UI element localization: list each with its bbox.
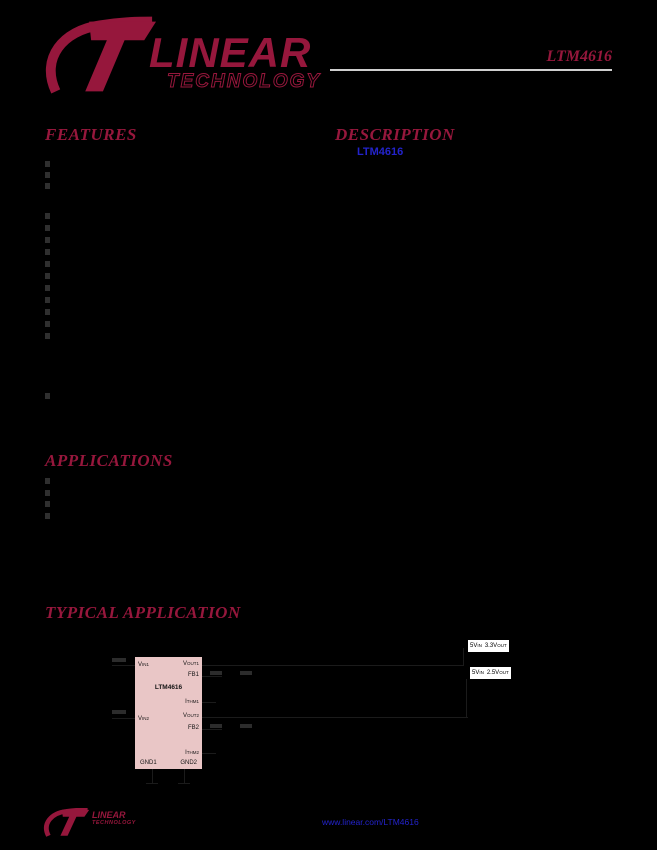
bullet-icon bbox=[45, 321, 50, 327]
bullet-icon bbox=[45, 285, 50, 291]
bullet-icon bbox=[45, 501, 50, 507]
pin-vout1: VOUT1 bbox=[182, 661, 199, 667]
bullet-icon bbox=[45, 161, 50, 167]
bullet-icon bbox=[45, 513, 50, 519]
pin-gnd2: GND2 bbox=[180, 760, 197, 766]
wire bbox=[178, 783, 190, 784]
typical-application-heading: TYPICAL APPLICATION bbox=[45, 603, 241, 622]
lt-logo-icon bbox=[40, 16, 158, 103]
wire bbox=[184, 769, 185, 783]
component-mark bbox=[240, 724, 252, 728]
pin-gnd1: GND1 bbox=[140, 760, 157, 766]
output-callout-1: 5VIN 3.3VOUT bbox=[468, 640, 509, 652]
pin-vin1: VIN1 bbox=[138, 662, 150, 668]
wire bbox=[112, 665, 135, 666]
bullet-icon bbox=[45, 273, 50, 279]
pin-vin2: VIN2 bbox=[138, 716, 150, 722]
header-rule bbox=[330, 69, 612, 71]
description-heading: DESCRIPTION bbox=[335, 125, 455, 144]
bullet-icon bbox=[45, 297, 50, 303]
bullet-icon bbox=[45, 309, 50, 315]
component-mark bbox=[240, 671, 252, 675]
wire bbox=[466, 679, 467, 717]
footer-link[interactable]: www.linear.com/LTM4616 bbox=[322, 817, 419, 827]
module-label: LTM4616 bbox=[154, 684, 183, 691]
pin-ithm2: ITHM2 bbox=[185, 750, 199, 756]
component-mark bbox=[112, 658, 126, 662]
features-heading: FEATURES bbox=[45, 125, 137, 144]
bullet-icon bbox=[45, 172, 50, 178]
wire bbox=[152, 769, 153, 783]
pin-vout2: VOUT2 bbox=[182, 713, 199, 719]
bullet-icon bbox=[45, 393, 50, 399]
wire bbox=[146, 783, 158, 784]
footer-brand-linear: LINEAR bbox=[92, 810, 126, 820]
pin-fb1: FB1 bbox=[187, 672, 199, 678]
footer-brand-technology: TECHNOLOGY bbox=[92, 820, 136, 826]
description-part-link[interactable]: LTM4616 bbox=[357, 146, 404, 158]
pin-fb2: FB2 bbox=[187, 725, 199, 731]
brand-wordmark-linear: LINEAR bbox=[149, 29, 312, 76]
wire bbox=[202, 665, 464, 666]
bullet-icon bbox=[45, 261, 50, 267]
bullet-icon bbox=[45, 249, 50, 255]
part-number: LTM4616 bbox=[546, 48, 612, 65]
wire bbox=[202, 729, 222, 730]
bullet-icon bbox=[45, 478, 50, 484]
bullet-icon bbox=[45, 225, 50, 231]
component-mark bbox=[210, 724, 222, 728]
bullet-icon bbox=[45, 183, 50, 189]
bullet-icon bbox=[45, 237, 50, 243]
bullet-icon bbox=[45, 490, 50, 496]
bullet-icon bbox=[45, 333, 50, 339]
component-mark bbox=[210, 671, 222, 675]
brand-wordmark-technology: TECHNOLOGY bbox=[166, 71, 322, 92]
wire bbox=[202, 676, 222, 677]
module-block: VIN1 VIN2 VOUT1 FB1 ITHM1 VOUT2 FB2 ITHM… bbox=[135, 657, 202, 769]
component-mark bbox=[112, 710, 126, 714]
wire bbox=[463, 648, 464, 666]
footer-lt-logo-icon bbox=[42, 807, 90, 843]
pin-ithm1: ITHM1 bbox=[185, 699, 199, 705]
applications-heading: APPLICATIONS bbox=[45, 451, 173, 470]
wire bbox=[202, 702, 216, 703]
wire bbox=[202, 753, 216, 754]
wire bbox=[202, 717, 468, 718]
bullet-icon bbox=[45, 213, 50, 219]
wire bbox=[112, 718, 135, 719]
output-callout-2: 5VIN 2.5VOUT bbox=[470, 667, 511, 679]
